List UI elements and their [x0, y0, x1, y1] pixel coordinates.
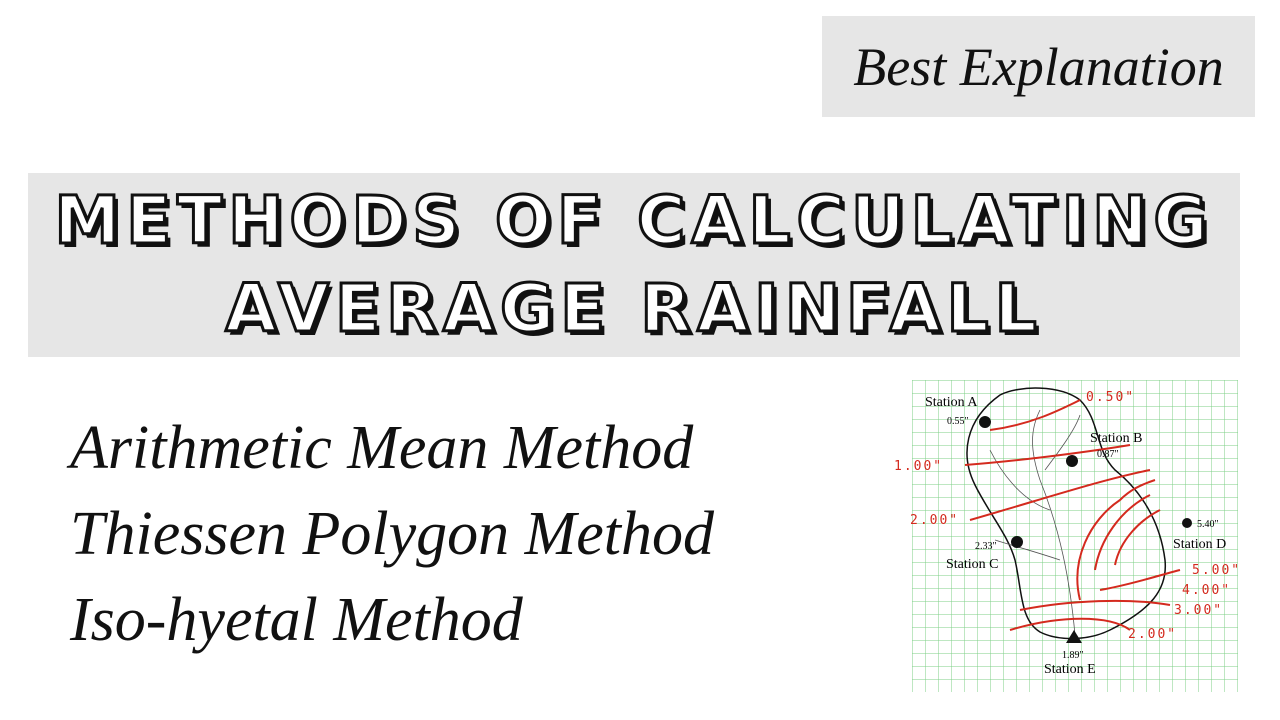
isohyet-label: 4.00": [1182, 583, 1231, 598]
title-line: AVERAGE RAINFALL: [224, 269, 1043, 349]
title-line: METHODS OF CALCULATING: [53, 181, 1214, 261]
stations: [979, 416, 1192, 643]
isohyet-label: 2.00": [910, 513, 959, 528]
title-banner: METHODS OF CALCULATING AVERAGE RAINFALL: [28, 173, 1240, 357]
station-marker: [1011, 536, 1023, 548]
station-value: 0.87": [1097, 449, 1119, 460]
station-name: Station B: [1090, 431, 1143, 446]
isohyet-label: 2.00": [1128, 627, 1177, 642]
station-name: Station C: [946, 557, 999, 572]
station-marker: [979, 416, 991, 428]
method-list: Arithmetic Mean Method Thiessen Polygon …: [70, 405, 714, 663]
station-marker: [1066, 455, 1078, 467]
isohyet-label: 3.00": [1174, 603, 1223, 618]
isohyet-label: 1.00": [894, 459, 943, 474]
method: Thiessen Polygon Method: [70, 500, 715, 568]
station-name: Station D: [1173, 537, 1226, 552]
catchment-boundary: [966, 387, 1167, 640]
isohyet-lines: [964, 399, 1181, 631]
station-marker: [1066, 630, 1082, 643]
method: Iso-hyetal Method: [70, 586, 523, 654]
station-value: 0.55": [947, 416, 969, 427]
station-name: Station E: [1044, 662, 1096, 677]
isohyet-label: 0.50": [1086, 390, 1135, 405]
station-value: 1.89": [1062, 650, 1084, 661]
isohyet-label: 5.00": [1192, 563, 1241, 578]
method: Arithmetic Mean Method: [70, 414, 694, 482]
streams: [989, 409, 1081, 636]
badge: Best Explanation: [822, 16, 1255, 117]
station-name: Station A: [925, 395, 978, 410]
station-value: 5.40": [1197, 519, 1219, 530]
station-value: 2.33": [975, 541, 997, 552]
station-marker: [1182, 518, 1192, 528]
